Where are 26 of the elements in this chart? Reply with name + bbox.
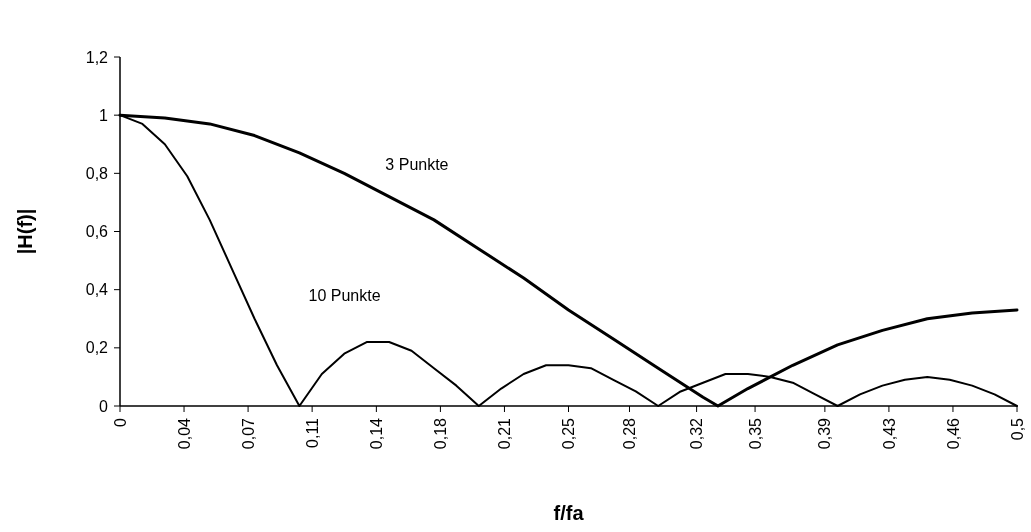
x-tick-label: 0,21 — [496, 417, 514, 450]
x-tick-label: 0,25 — [560, 417, 578, 450]
x-tick-label: 0,35 — [746, 417, 764, 450]
y-tick-label: 0,2 — [85, 339, 109, 357]
x-tick-label: 0,14 — [367, 417, 385, 450]
y-tick-label: 0,6 — [85, 223, 109, 241]
x-tick-label: 0,11 — [303, 417, 321, 448]
x-tick-label: 0,39 — [816, 417, 834, 450]
text: 10 Punkte — [308, 286, 381, 304]
y-tick-label: 0,4 — [85, 281, 109, 299]
x-tick-label: 0,32 — [688, 417, 706, 450]
x-tick-label: 0,5 — [1008, 417, 1026, 441]
y-tick-label: 1,2 — [85, 48, 109, 66]
x-tick-label: 0,04 — [175, 417, 193, 450]
y-tick-label: 0 — [99, 397, 109, 415]
x-tick-label: 0,28 — [621, 417, 639, 450]
x-tick-label: 0,18 — [432, 417, 450, 450]
x-tick-label: 0,46 — [944, 417, 962, 450]
x-axis-title: f/fa — [553, 502, 585, 524]
x-tick-label: 0 — [111, 417, 129, 427]
x-tick-label: 0,43 — [880, 417, 898, 450]
x-tick-label: 0,07 — [239, 417, 257, 450]
series-label: 3 Punkte — [385, 155, 449, 173]
y-tick-label: 0,8 — [85, 164, 109, 182]
y-tick-label: 1 — [99, 106, 109, 124]
y-axis-title: |H(f)| — [14, 208, 36, 255]
